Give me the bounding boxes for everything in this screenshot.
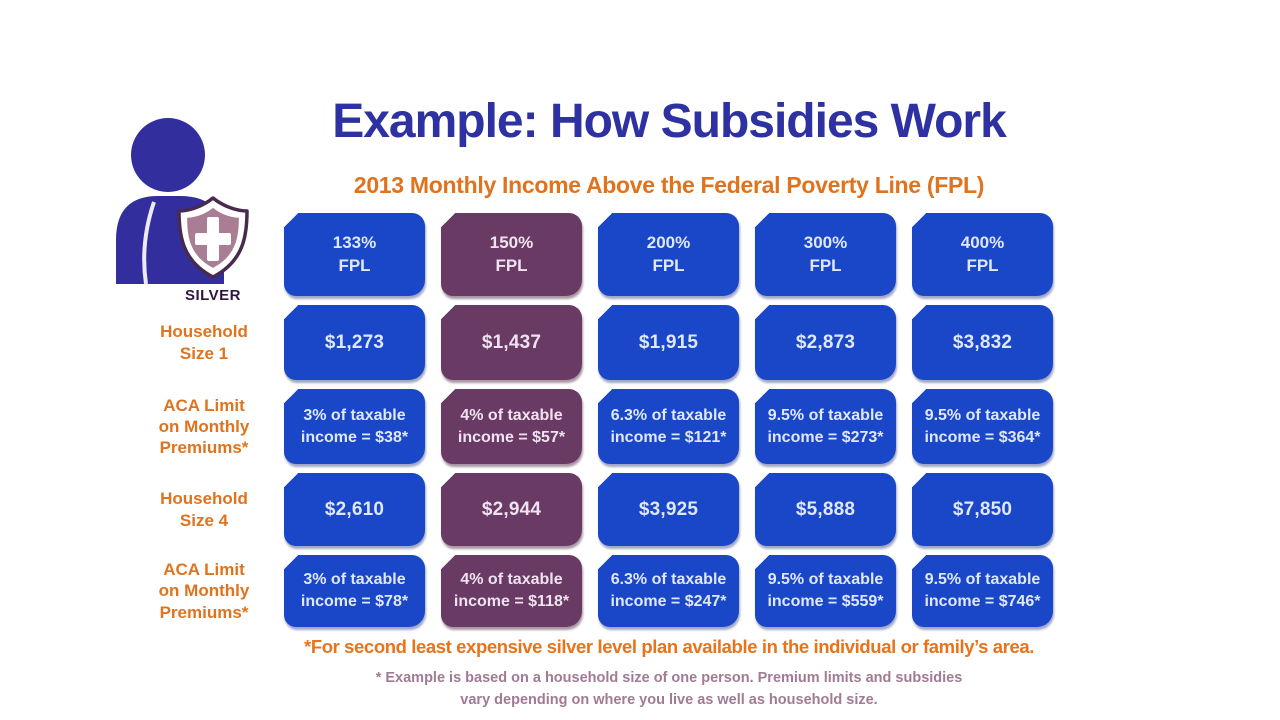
table-cell: $3,832: [912, 305, 1053, 380]
column-header-150-fpl: 150% FPL: [441, 213, 582, 296]
row-label-aca-limit-size-1: ACA Limit on Monthly Premiums*: [158, 395, 250, 458]
row-label-household-size-1: Household Size 1: [160, 322, 248, 363]
column-header-400-fpl: 400% FPL: [912, 213, 1053, 296]
table-cell: $2,944: [441, 473, 582, 546]
table-cell: 9.5% of taxable income = $364*: [912, 389, 1053, 464]
table-corner-spacer: [140, 213, 268, 296]
silver-plan-label: SILVER: [185, 287, 241, 304]
table-cell: $5,888: [755, 473, 896, 546]
footnote-example: * Example is based on a household size o…: [375, 670, 963, 708]
table-cell: 6.3% of taxable income = $247*: [598, 555, 739, 627]
table-cell: $1,273: [284, 305, 425, 380]
table-cell: 3% of taxable income = $38*: [284, 389, 425, 464]
table-cell: $2,610: [284, 473, 425, 546]
table-cell: 6.3% of taxable income = $121*: [598, 389, 739, 464]
column-header-200-fpl: 200% FPL: [598, 213, 739, 296]
person-silver-badge: SILVER: [116, 118, 249, 304]
table-cell: 9.5% of taxable income = $273*: [755, 389, 896, 464]
table-cell: 4% of taxable income = $57*: [441, 389, 582, 464]
table-cell: 9.5% of taxable income = $746*: [912, 555, 1053, 627]
subtitle: 2013 Monthly Income Above the Federal Po…: [353, 172, 985, 198]
table-cell: $1,915: [598, 305, 739, 380]
table-cell: $2,873: [755, 305, 896, 380]
subsidy-table: 133% FPL 150% FPL 200% FPL 300% FPL 400%…: [140, 213, 1053, 627]
footnote-silver-plan: *For second least expensive silver level…: [304, 636, 1034, 657]
table-cell: $1,437: [441, 305, 582, 380]
table-cell: 9.5% of taxable income = $559*: [755, 555, 896, 627]
row-label-aca-limit-size-4: ACA Limit on Monthly Premiums*: [158, 560, 250, 622]
row-label-household-size-4: Household Size 4: [160, 489, 248, 530]
table-cell: 3% of taxable income = $78*: [284, 555, 425, 627]
column-header-300-fpl: 300% FPL: [755, 213, 896, 296]
table-cell: 4% of taxable income = $118*: [441, 555, 582, 627]
page-title: Example: How Subsidies Work: [332, 95, 1007, 149]
column-header-133-fpl: 133% FPL: [284, 213, 425, 296]
silver-shield-icon: [177, 196, 249, 279]
table-cell: $7,850: [912, 473, 1053, 546]
table-cell: $3,925: [598, 473, 739, 546]
